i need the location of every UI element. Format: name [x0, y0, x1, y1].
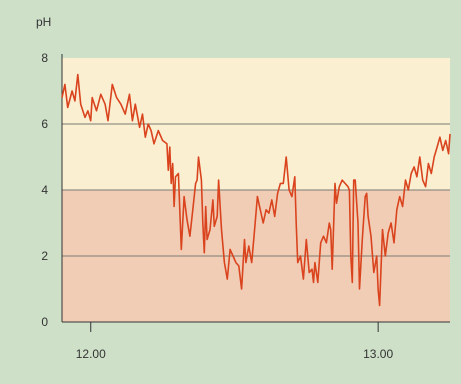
x-tick-labels: 12.00 13.00	[76, 322, 393, 361]
x-tick-label-1: 13.00	[363, 347, 393, 361]
y-tick-label-2: 2	[41, 249, 48, 263]
y-tick-labels: 0 2 4 6 8	[41, 51, 48, 329]
y-tick-label-6: 6	[41, 117, 48, 131]
series-group	[61, 73, 451, 307]
y-tick-label-8: 8	[41, 51, 48, 65]
y-tick-label-4: 4	[41, 183, 48, 197]
y-axis-title: pH	[36, 15, 51, 29]
y-tick-label-0: 0	[41, 315, 48, 329]
series-line-0	[61, 73, 451, 307]
x-tick-label-0: 12.00	[76, 347, 106, 361]
